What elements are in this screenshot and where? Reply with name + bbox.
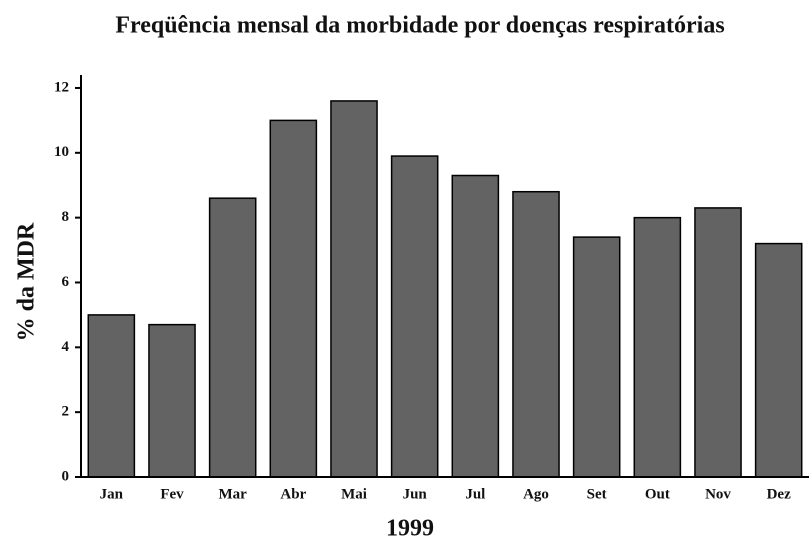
- y-tick-label: 4: [62, 339, 70, 355]
- x-tick-label: Jan: [100, 486, 124, 502]
- bar: [87, 314, 136, 478]
- x-tick-label: Abr: [280, 486, 306, 502]
- x-tick-label: Jul: [465, 486, 485, 502]
- y-tick-label: 6: [62, 274, 70, 290]
- bar: [390, 155, 439, 478]
- chart-title: Freqüência mensal da morbidade por doenç…: [115, 13, 724, 39]
- bar: [512, 190, 560, 478]
- y-tick-label: 0: [62, 468, 70, 484]
- bar: [572, 236, 621, 478]
- x-tick-label: Dez: [767, 486, 791, 502]
- bar: [694, 207, 742, 478]
- bar: [451, 174, 500, 478]
- x-tick-label: Jun: [403, 486, 428, 502]
- bar: [208, 197, 257, 478]
- y-tick-label: 12: [54, 79, 69, 95]
- bar: [754, 242, 803, 478]
- y-tick-label: 10: [54, 144, 69, 160]
- y-tick-label: 2: [62, 404, 70, 420]
- x-tick-label: Mar: [219, 486, 248, 502]
- y-tick-label: 8: [62, 209, 70, 225]
- x-tick-label: Nov: [705, 486, 731, 502]
- bar: [633, 216, 682, 478]
- x-tick-label: Out: [645, 486, 670, 502]
- bar: [148, 323, 196, 478]
- x-tick-label: Set: [587, 486, 607, 502]
- x-tick-label: Ago: [523, 486, 549, 502]
- bar: [269, 119, 318, 478]
- x-tick-label: Mai: [341, 486, 367, 502]
- x-axis-label: 1999: [386, 516, 434, 542]
- bar: [330, 100, 378, 478]
- x-tick-label: Fev: [160, 486, 184, 502]
- y-axis-label: % da MDR: [14, 222, 40, 341]
